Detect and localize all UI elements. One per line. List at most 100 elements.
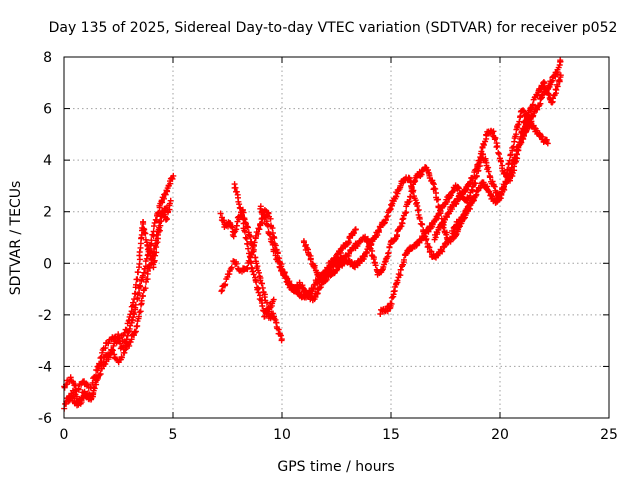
data-point [107,350,114,357]
data-point [259,303,266,309]
data-point [409,188,416,195]
x-tick-label: 10 [273,427,291,443]
series-track-f [231,181,277,320]
data-point [167,197,174,204]
data-point [529,101,536,108]
data-point [142,285,149,292]
data-point [538,83,545,90]
data-point [368,241,375,247]
data-point [507,151,514,158]
data-point [75,386,82,393]
data-point [242,234,249,241]
data-point [162,191,169,198]
data-point [94,374,101,381]
y-tick-label: 6 [43,102,52,118]
data-point [109,347,116,354]
data-point [266,231,273,238]
data-point [115,331,122,338]
y-axis-label: SDTVAR / TECUs [8,181,24,296]
data-point [153,237,159,244]
data-point [492,135,499,141]
series-track-l [518,72,564,135]
data-point [121,349,128,356]
data-point [260,208,267,215]
data-point [163,216,170,223]
data-point [544,140,551,147]
data-point [250,271,257,278]
data-point [399,216,406,223]
x-tick-label: 25 [600,427,618,443]
data-point [494,143,501,150]
data-point [164,216,170,222]
data-point [432,234,439,241]
data-point [511,155,518,162]
data-point [267,215,274,222]
data-point [455,185,462,192]
data-point [278,266,285,273]
data-point [121,330,128,337]
data-point [156,218,163,225]
data-point [239,212,245,218]
data-point [401,256,407,263]
data-point [105,340,112,347]
data-point [90,384,97,391]
data-point [99,349,106,356]
data-point [222,281,229,288]
data-point [278,337,285,344]
data-point [281,270,288,277]
data-point [246,253,253,260]
data-point [545,91,552,98]
data-point [403,209,410,216]
data-point [100,359,107,366]
data-point [127,311,134,318]
data-point [90,390,97,396]
data-point [541,84,548,91]
data-point [264,222,271,229]
data-point [501,186,508,193]
data-point [515,121,522,128]
data-point [247,233,254,240]
data-point [132,290,139,297]
data-point [316,273,322,279]
data-point [130,299,136,306]
plot-frame [63,56,610,419]
series-track-i [377,114,534,317]
data-point [520,125,527,132]
data-point [119,337,126,343]
data-point [506,170,513,177]
data-point [557,72,564,79]
data-point [284,275,291,282]
data-point [448,192,454,199]
data-point [397,266,404,273]
series-track-k [449,57,564,237]
data-point [159,199,166,206]
data-point [228,264,235,271]
data-point [388,300,395,307]
data-point [490,182,497,189]
data-point [61,384,68,391]
data-point [443,229,450,236]
data-point [136,309,143,316]
data-point [540,79,547,85]
data-point [153,231,160,238]
chart-title: Day 135 of 2025, Sidereal Day-to-day VTE… [49,20,618,36]
data-point [489,178,496,185]
data-point [245,245,252,252]
data-point [518,139,525,146]
data-point [159,208,166,214]
data-point [407,194,414,200]
data-point [245,224,251,231]
data-point [246,232,253,239]
data-point [393,280,400,287]
y-tick-label: 8 [43,50,52,66]
data-point [493,144,500,150]
y-tick-label: -2 [38,308,52,324]
data-point [372,262,379,269]
data-point [557,58,564,65]
data-point [255,230,262,237]
data-point [276,258,283,265]
data-point [134,276,141,283]
data-point [253,279,260,286]
data-point [432,185,439,192]
